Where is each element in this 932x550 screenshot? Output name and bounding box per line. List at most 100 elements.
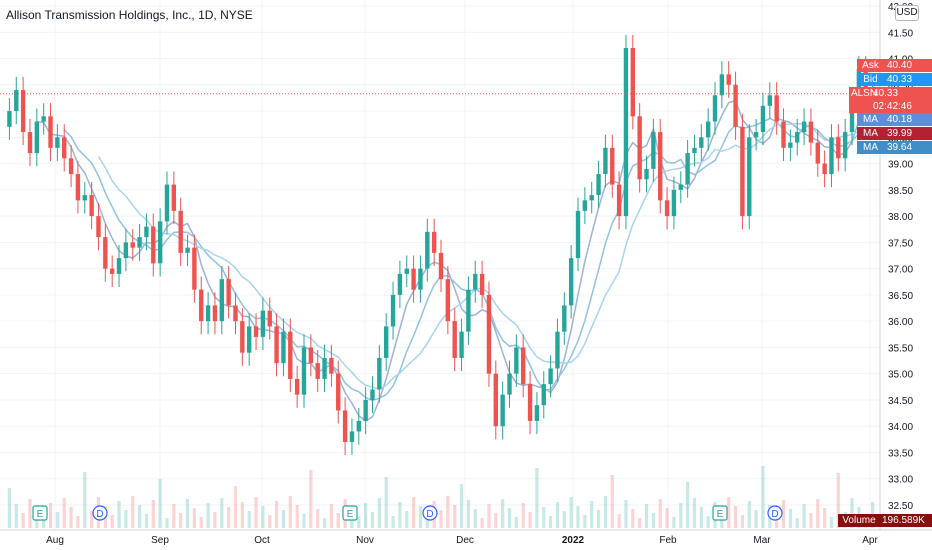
- time-axis: Aug Sep Oct Nov Dec 2022 Feb Mar Apr: [0, 529, 932, 546]
- volume-bar: [227, 507, 231, 528]
- candle-body: [493, 373, 499, 427]
- ask-tag: Ask 40.40: [857, 59, 932, 72]
- volume-bar: [268, 515, 272, 528]
- volume-bar: [137, 505, 142, 528]
- volume-bar: [28, 499, 32, 528]
- candle-body: [760, 105, 766, 133]
- dividend-marker[interactable]: D: [92, 505, 108, 521]
- volume-bar: [117, 501, 121, 528]
- candle-body: [801, 121, 807, 133]
- candle-body: [596, 174, 601, 196]
- volume-bar: [658, 499, 662, 528]
- candle-body: [322, 357, 327, 379]
- price-tick-label: 34.50: [888, 396, 913, 407]
- event-letter: E: [37, 509, 44, 520]
- volume-bar: [802, 504, 806, 528]
- candle-body: [479, 273, 485, 295]
- candle-body: [500, 394, 505, 427]
- candle-body: [20, 90, 26, 133]
- volume-bar: [850, 498, 854, 528]
- volume-bar: [569, 497, 573, 528]
- earnings-marker[interactable]: E: [32, 505, 48, 521]
- volume-bar: [131, 496, 135, 528]
- volume-bar: [370, 512, 375, 528]
- candle-body: [431, 231, 437, 253]
- volume-bar: [329, 504, 333, 528]
- volume-bar: [439, 510, 443, 528]
- candle-body: [164, 184, 170, 222]
- candle-body: [795, 132, 800, 143]
- candle-body: [671, 189, 677, 217]
- dividend-icon: [422, 505, 438, 521]
- volume-bar: [377, 498, 381, 528]
- volume-bar: [418, 506, 423, 528]
- earnings-marker[interactable]: E: [342, 505, 358, 521]
- price-tick-label: 38.50: [888, 186, 913, 197]
- ma3-value: 39.64: [887, 142, 913, 153]
- volume-bar: [247, 511, 251, 528]
- dividend-marker[interactable]: D: [422, 505, 438, 521]
- candle-body: [555, 331, 560, 369]
- moving-average-line: [36, 99, 874, 422]
- candle-body: [527, 384, 533, 421]
- volume-bar: [624, 500, 628, 528]
- volume-bar: [158, 479, 162, 528]
- price-tick-label: 36.00: [888, 317, 913, 328]
- earnings-icon: [712, 505, 728, 521]
- candle-body: [404, 268, 409, 274]
- time-tick-label: 2022: [562, 535, 585, 546]
- candle-body: [541, 384, 546, 406]
- currency-button[interactable]: USD: [895, 5, 919, 21]
- candle-body: [562, 305, 567, 332]
- candles: [0, 34, 880, 456]
- time-tick-label: Dec: [456, 535, 474, 546]
- volume-bar: [151, 500, 155, 528]
- candle-body: [82, 195, 87, 201]
- volume-label: Volume: [842, 515, 876, 526]
- ma1-label: MA: [863, 114, 878, 125]
- event-letter: D: [426, 509, 433, 520]
- volume-bar: [261, 506, 265, 528]
- candle-body: [240, 321, 245, 353]
- candle-body: [829, 137, 834, 175]
- last-price-tag: ALSN 40.33 02:42:46: [849, 87, 932, 113]
- volume-bar: [788, 509, 792, 528]
- volume-bar: [466, 500, 471, 528]
- time-tick-label: Nov: [356, 535, 374, 546]
- volume-bar: [507, 508, 512, 528]
- candle-body: [253, 326, 259, 337]
- candle-body: [315, 363, 320, 379]
- volume-bar: [549, 516, 553, 528]
- candle-body: [246, 326, 252, 353]
- volume-bar: [384, 477, 388, 528]
- candle-body: [445, 279, 451, 322]
- candle-body: [610, 147, 615, 185]
- dividend-marker[interactable]: D: [767, 505, 783, 521]
- volume-value: 196.589K: [882, 515, 925, 526]
- candle-body: [144, 226, 149, 238]
- candle-body: [123, 242, 129, 259]
- volume-bar: [836, 473, 840, 528]
- candle-body: [658, 132, 663, 201]
- price-tick-label: 35.00: [888, 370, 913, 381]
- volume-bar: [795, 518, 799, 528]
- volume-bar: [603, 496, 608, 528]
- volume-bar: [411, 497, 416, 528]
- candle-body: [849, 105, 855, 133]
- candle-body: [459, 331, 464, 358]
- candle-body: [383, 326, 389, 358]
- volume-bar: [494, 513, 498, 528]
- candle-body: [705, 121, 711, 138]
- candle-body: [473, 273, 478, 290]
- volume-bar: [781, 500, 786, 528]
- earnings-marker[interactable]: E: [712, 505, 728, 521]
- candle-body: [637, 116, 642, 180]
- price-tick-label: 37.50: [888, 238, 913, 249]
- price-tick-label: 36.50: [888, 291, 913, 302]
- volume-bar: [453, 505, 457, 528]
- candle-body: [452, 321, 457, 358]
- candle-body: [390, 294, 396, 327]
- volume-bar: [617, 514, 621, 528]
- candle-body: [733, 84, 738, 127]
